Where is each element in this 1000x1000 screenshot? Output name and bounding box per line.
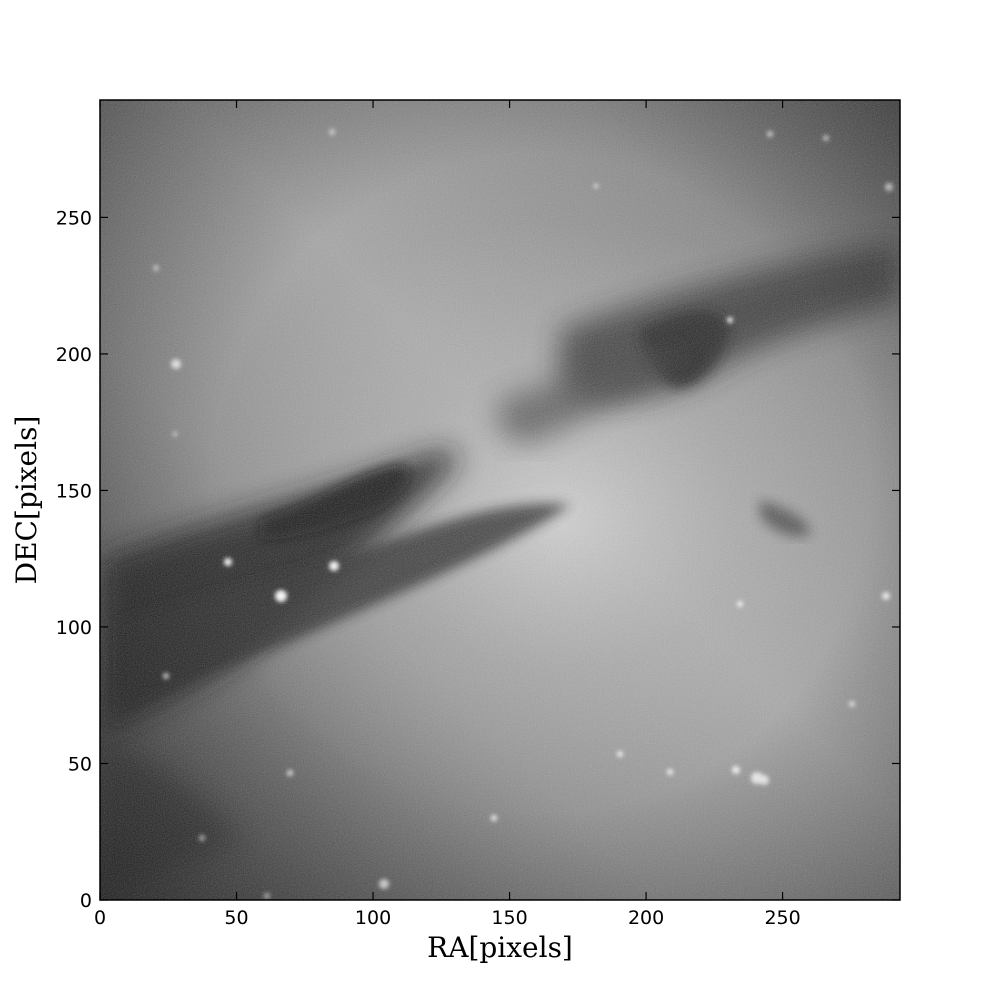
x-tick-label: 250 bbox=[764, 907, 800, 929]
y-tick-label: 150 bbox=[56, 480, 92, 502]
plot-frame bbox=[99, 99, 901, 901]
x-axis-label: RA[pixels] bbox=[427, 931, 573, 964]
y-tick-label: 50 bbox=[68, 753, 92, 775]
x-tick-label: 200 bbox=[628, 907, 664, 929]
y-tick-label: 0 bbox=[80, 890, 92, 912]
galaxy-image bbox=[100, 100, 900, 900]
y-tick-label: 200 bbox=[56, 344, 92, 366]
x-tick-label: 50 bbox=[224, 907, 248, 929]
x-tick-label: 150 bbox=[491, 907, 527, 929]
x-tick-label: 100 bbox=[355, 907, 391, 929]
axis-ticks: 0 50 100 150 200 250 0 50 100 150 200 250 bbox=[56, 100, 900, 929]
y-tick-label: 100 bbox=[56, 617, 92, 639]
y-tick-label: 250 bbox=[56, 207, 92, 229]
y-axis-label: DEC[pixels] bbox=[10, 416, 43, 585]
x-tick-label: 0 bbox=[94, 907, 106, 929]
